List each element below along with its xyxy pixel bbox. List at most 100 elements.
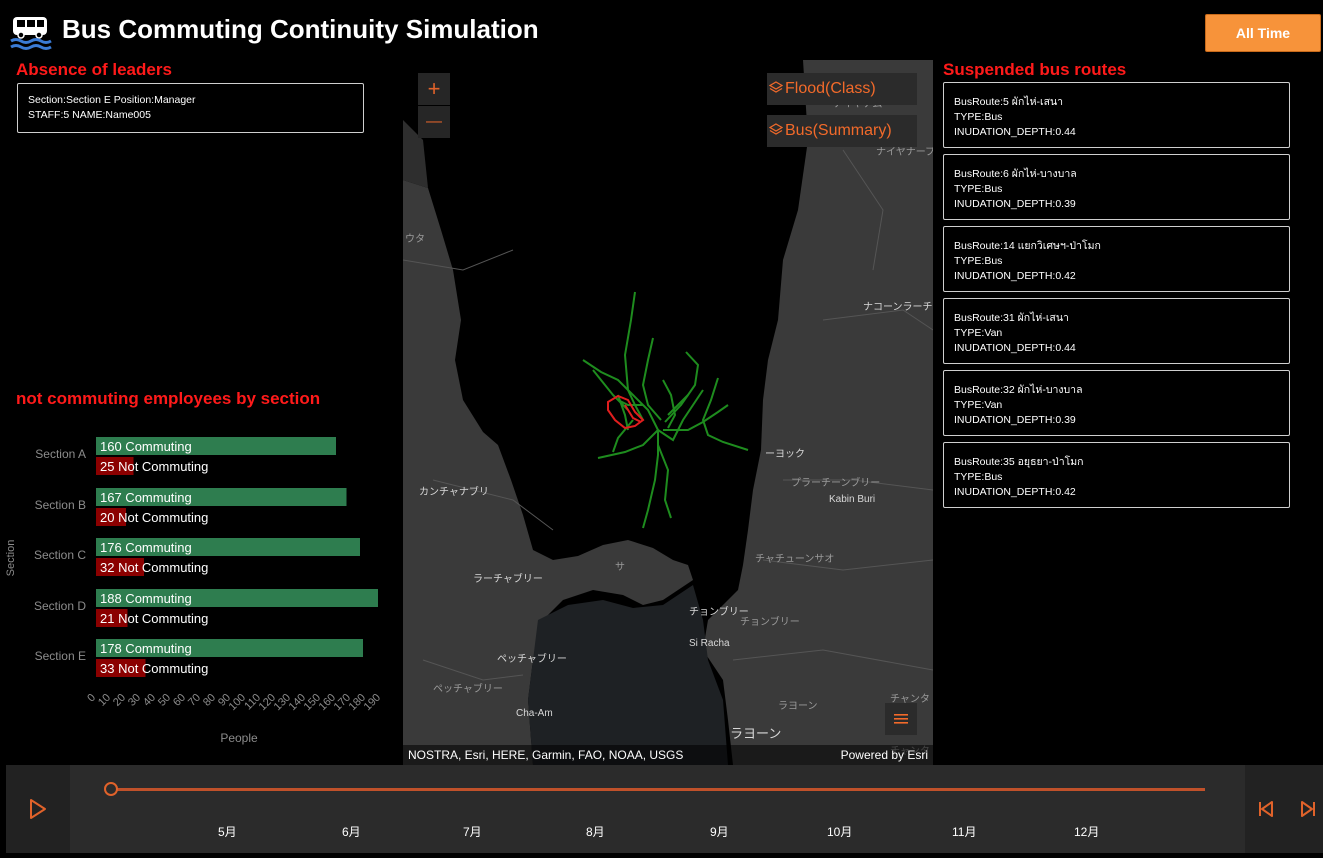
route-type: TYPE:Van (954, 399, 1003, 411)
timeline-month-label: 9月 (710, 825, 729, 839)
y-tick-label: Section A (35, 447, 86, 461)
map-label: プラーチーンブリー (791, 478, 881, 489)
bar-data-label: 160 Commuting (100, 439, 192, 454)
route-name: BusRoute:31 ผักไห่-เสนา (954, 312, 1069, 324)
legend-button[interactable] (885, 703, 917, 735)
layers-icon (769, 81, 783, 93)
timeline-month-label: 5月 (218, 825, 237, 839)
leaders-title: Absence of leaders (16, 60, 172, 79)
route-type: TYPE:Bus (954, 471, 1003, 483)
bus-layer-label: Bus(Summary) (785, 122, 892, 139)
bar-not-commuting (96, 457, 134, 475)
timeline-panel: 5月 6月 7月 8月 9月 10月 11月 12月 (6, 765, 1323, 853)
bar-commuting (96, 538, 360, 556)
flood-layer-label: Flood(Class) (785, 80, 876, 97)
play-button[interactable] (6, 765, 70, 853)
bar-data-label: 188 Commuting (100, 591, 192, 606)
y-tick-label: Section D (34, 599, 86, 613)
bar-not-commuting (96, 659, 146, 677)
route-depth: INUDATION_DEPTH:0.42 (954, 486, 1076, 498)
timeline-month-label: 11月 (952, 825, 977, 839)
x-tick-label: 190 (362, 692, 383, 713)
bar-data-label: 21 Not Commuting (100, 611, 208, 626)
bar-commuting (96, 589, 378, 607)
map-attribution: NOSTRA, Esri, HERE, Garmin, FAO, NOAA, U… (403, 745, 933, 765)
x-axis-label: People (220, 731, 258, 745)
bar-data-label: 20 Not Commuting (100, 510, 208, 525)
map-label: ーヨック (765, 449, 805, 460)
timeline-month-label: 10月 (827, 825, 853, 839)
map-label: ペッチャブリー (433, 684, 503, 695)
route-name: BusRoute:35 อยุธยา-ป่าโมก (954, 456, 1084, 468)
map-label: ペッチャブリー (497, 654, 567, 665)
zoom-out-button[interactable]: — (418, 106, 450, 138)
map-label: Cha-Am (516, 708, 553, 719)
powered-by-esri-link[interactable]: Powered by Esri (840, 748, 928, 762)
map-label: ウタ (405, 234, 425, 245)
attribution-sources: NOSTRA, Esri, HERE, Garmin, FAO, NOAA, U… (408, 748, 684, 762)
leader-line-1: Section:Section E Position:Manager (28, 94, 196, 106)
route-card[interactable]: BusRoute:31 ผักไห่-เสนา TYPE:Van INUDATION… (943, 298, 1290, 364)
route-depth: INUDATION_DEPTH:0.42 (954, 270, 1076, 282)
route-type: TYPE:Bus (954, 255, 1003, 267)
bar-not-commuting (96, 508, 126, 526)
timeline-month-label: 6月 (342, 825, 361, 839)
route-card[interactable]: BusRoute:35 อยุธยา-ป่าโมก TYPE:Bus INUDATI… (943, 442, 1290, 508)
route-name: BusRoute:14 แยกวิเศษฯ-ป่าโมก (954, 240, 1101, 252)
y-tick-label: Section C (34, 548, 86, 562)
route-depth: INUDATION_DEPTH:0.44 (954, 126, 1076, 138)
y-axis-label: Section (5, 540, 17, 577)
bar-data-label: 178 Commuting (100, 641, 192, 656)
map-label: チョンブリー (740, 617, 800, 628)
bar-commuting (96, 437, 336, 455)
map-label: ナコーンラーチ (863, 302, 933, 313)
route-name: BusRoute:32 ผักไห่-บางบาล (954, 384, 1083, 396)
map-label: サ (615, 562, 625, 573)
bus-layer-button[interactable]: Bus(Summary) (767, 115, 917, 147)
routes-title: Suspended bus routes (943, 60, 1127, 79)
y-tick-label: Section B (35, 498, 86, 512)
map-view[interactable]: ナイヤナム ナイヤナープ ウタ ナコーンラーチ ーヨック カンチャナブリ プラー… (403, 60, 933, 765)
map-label: ラヨーン (778, 701, 818, 712)
route-depth: INUDATION_DEPTH:0.39 (954, 414, 1076, 426)
route-type: TYPE:Bus (954, 183, 1003, 195)
bar-commuting (96, 488, 347, 506)
bar-not-commuting (96, 609, 128, 627)
bar-data-label: 176 Commuting (100, 540, 192, 555)
step-forward-icon[interactable] (1297, 799, 1317, 819)
timeline-month-label: 7月 (463, 825, 482, 839)
layers-icon (769, 123, 783, 135)
zoom-in-button[interactable]: + (418, 73, 450, 105)
route-card[interactable]: BusRoute:6 ผักไห่-บางบาล TYPE:Bus INUDATIO… (943, 154, 1290, 220)
map-label: チャンタ (890, 694, 930, 705)
route-card[interactable]: BusRoute:32 ผักไห่-บางบาล TYPE:Van INUDATI… (943, 370, 1290, 436)
route-card[interactable]: BusRoute:5 ผักไห่-เสนา TYPE:Bus INUDATION_… (943, 82, 1290, 148)
basemap (403, 60, 933, 765)
map-label: ナイヤナープ (876, 147, 933, 158)
route-name: BusRoute:5 ผักไห่-เสนา (954, 96, 1064, 108)
flood-layer-button[interactable]: Flood(Class) (767, 73, 917, 105)
commuting-bar-chart: Section A 160 Commuting 25 Not Commuting Se… (5, 437, 383, 745)
timeline-month-label: 8月 (586, 825, 605, 839)
app-title: Bus Commuting Continuity Simulation (62, 14, 539, 44)
map-label: チャチューンサオ (755, 554, 835, 565)
leader-card: Section:Section E Position:Manager STAFF… (17, 83, 364, 133)
play-icon (30, 799, 46, 819)
bar-data-label: 32 Not Commuting (100, 560, 208, 575)
map-label: ラーチャブリー (473, 574, 543, 585)
bar-commuting (96, 639, 363, 657)
y-tick-label: Section E (35, 649, 86, 663)
all-time-button[interactable]: All Time (1205, 14, 1321, 52)
leader-line-2: STAFF:5 NAME:Name005 (28, 109, 151, 121)
x-tick-label: 0 (85, 692, 98, 705)
timeline-track[interactable] (110, 788, 1205, 791)
chart-title: not commuting employees by section (16, 389, 321, 408)
route-depth: INUDATION_DEPTH:0.39 (954, 198, 1076, 210)
timeline-slider-thumb[interactable] (104, 782, 118, 796)
map-label: ラヨーン (730, 726, 782, 741)
bar-data-label: 33 Not Commuting (100, 661, 208, 676)
route-card[interactable]: BusRoute:14 แยกวิเศษฯ-ป่าโมก TYPE:Bus INUD… (943, 226, 1290, 292)
route-name: BusRoute:6 ผักไห่-บางบาล (954, 168, 1077, 180)
route-depth: INUDATION_DEPTH:0.44 (954, 342, 1076, 354)
step-back-icon[interactable] (1257, 799, 1277, 819)
